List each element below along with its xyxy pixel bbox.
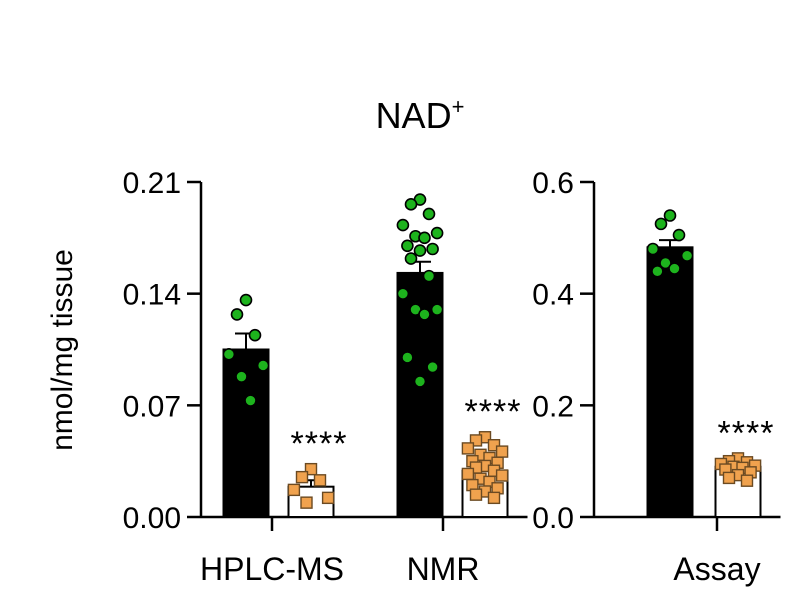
- chart-panels: 0.00 0.07 0.14 0.21 HPLC-MS **** NMR **** 0.0 0.2…: [123, 167, 781, 587]
- data-point-control: [646, 242, 660, 256]
- significance-marker: ****: [718, 414, 775, 452]
- data-point-treated: [495, 469, 509, 482]
- data-point-control: [413, 375, 427, 388]
- data-point-treated: [300, 496, 313, 509]
- data-point-control: [426, 360, 439, 374]
- data-point-treated: [295, 470, 309, 484]
- data-point-treated: [461, 442, 475, 455]
- significance-marker: ****: [465, 393, 522, 431]
- data-point-treated: [287, 483, 301, 497]
- data-point-control: [668, 262, 681, 275]
- data-point-control: [430, 303, 444, 316]
- data-point-treated: [313, 474, 327, 487]
- data-point-treated: [321, 491, 335, 505]
- y-tick-label: 0.0: [532, 502, 574, 535]
- data-point-control: [422, 269, 436, 283]
- y-tick-label: 0.14: [123, 279, 181, 312]
- data-point-treated: [469, 434, 483, 447]
- panel-right: 0.0 0.2 0.4 0.6 Assay ****: [532, 167, 781, 587]
- data-point-control: [672, 228, 686, 242]
- bar-assay-control: [646, 246, 694, 518]
- data-point-control: [256, 359, 270, 372]
- data-point-control: [404, 198, 418, 211]
- data-point-control: [663, 209, 677, 222]
- data-point-control: [426, 242, 439, 256]
- data-point-control: [244, 394, 257, 407]
- data-point-control: [239, 293, 253, 307]
- x-category-label: NMR: [407, 551, 480, 587]
- data-point-control: [396, 218, 410, 232]
- data-point-treated: [740, 474, 754, 487]
- data-point-control: [430, 226, 444, 240]
- data-point-control: [659, 256, 672, 270]
- y-axis-label: nmol/mg tissue: [46, 249, 79, 451]
- significance-marker: ****: [291, 425, 348, 463]
- x-category-label: Assay: [673, 551, 760, 587]
- data-point-control: [401, 239, 414, 253]
- data-point-treated: [495, 445, 509, 458]
- data-point-control: [654, 217, 668, 231]
- data-point-control: [401, 351, 414, 364]
- y-tick-label: 0.2: [532, 390, 574, 423]
- data-point-control: [404, 252, 418, 265]
- data-point-control: [422, 207, 436, 221]
- y-tick-label: 0.21: [123, 167, 181, 200]
- data-point-control: [230, 308, 244, 321]
- data-point-control: [418, 308, 431, 321]
- chart-title-main: NAD: [376, 95, 452, 136]
- data-point-control: [418, 231, 431, 245]
- chart-title-superscript: +: [452, 94, 465, 119]
- y-tick-label: 0.00: [123, 502, 181, 535]
- data-point-treated: [722, 471, 736, 485]
- data-point-treated: [461, 467, 475, 481]
- data-point-treated: [487, 439, 501, 452]
- panel-left: 0.00 0.07 0.14 0.21 HPLC-MS **** NMR ****: [123, 167, 528, 587]
- x-category-label: HPLC-MS: [200, 551, 344, 587]
- data-point-treated: [469, 488, 483, 501]
- data-point-treated: [487, 491, 501, 505]
- data-point-control: [222, 347, 236, 361]
- y-tick-label: 0.07: [123, 390, 181, 423]
- data-point-control: [413, 244, 427, 257]
- data-point-control: [396, 287, 410, 300]
- y-tick-label: 0.4: [532, 279, 574, 312]
- data-point-control: [651, 265, 664, 278]
- data-point-control: [680, 249, 694, 262]
- data-point-control: [248, 328, 262, 342]
- data-point-control: [235, 370, 248, 383]
- data-point-treated: [304, 462, 318, 476]
- y-tick-label: 0.6: [532, 167, 574, 200]
- chart-title: NAD+: [376, 94, 465, 136]
